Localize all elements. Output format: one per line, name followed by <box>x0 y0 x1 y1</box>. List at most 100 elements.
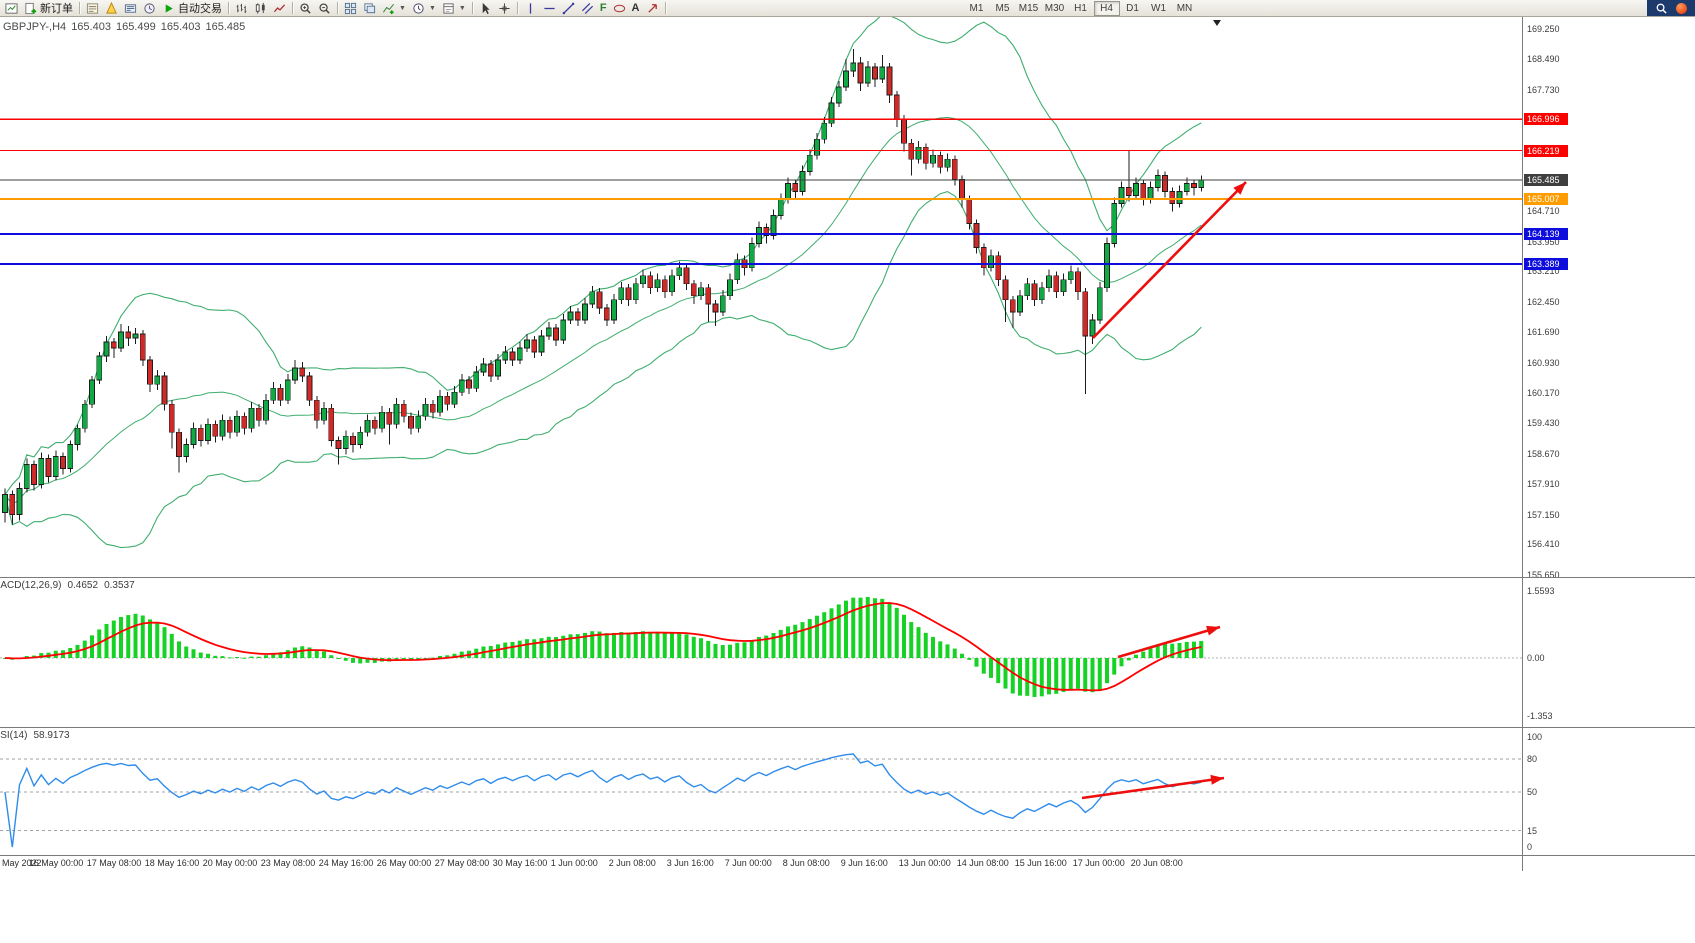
open-value: 165.403 <box>71 21 111 33</box>
zoom-in-icon <box>300 2 311 14</box>
crosshair-tool-button[interactable] <box>495 1 514 16</box>
clock-icon <box>413 2 424 14</box>
price-tick: 164.710 <box>1527 206 1560 217</box>
price-scale[interactable]: 169.250 168.490 167.730 164.710 163.950 163.2… <box>1522 17 1695 871</box>
toolbar-separator <box>228 2 229 14</box>
trendline-tool-button[interactable] <box>559 1 578 16</box>
chart-window-icon <box>5 2 18 14</box>
notification-badge[interactable] <box>1676 2 1687 14</box>
timeframe-m5[interactable]: M5 <box>995 2 1010 14</box>
rsi-tick: 15 <box>1527 825 1538 836</box>
price-tick: 167.730 <box>1527 84 1560 95</box>
macd-tick: -1.353 <box>1527 711 1553 722</box>
timeframe-h4[interactable]: H4 <box>1093 0 1120 16</box>
time-axis-label: 13 Jun 00:00 <box>898 858 951 868</box>
symbol-period-label: GBPJPY-,H4 <box>3 21 67 33</box>
price-tick: 162.450 <box>1527 296 1560 307</box>
toolbar-separator <box>471 2 473 14</box>
price-tick: 169.250 <box>1527 23 1560 34</box>
cursor-tool-button[interactable] <box>476 1 495 16</box>
toolbar-right-panel <box>1647 0 1695 16</box>
strategy-tester-icon <box>144 2 155 14</box>
time-axis-label: 3 Jun 16:00 <box>666 858 714 868</box>
line-chart-mode-button[interactable] <box>270 1 289 16</box>
shapes-tool-button[interactable] <box>610 1 629 16</box>
timeframe-h1[interactable]: H1 <box>1074 2 1087 14</box>
new-order-button[interactable]: 新订单 <box>21 1 76 16</box>
templates-button[interactable]: ▼ <box>439 1 469 16</box>
ellipse-icon <box>613 4 625 12</box>
toolbar-separator <box>516 2 518 14</box>
arrow-icon <box>647 3 657 13</box>
price-tick: 160.170 <box>1527 388 1560 399</box>
rsi-panel-canvas[interactable] <box>0 728 1522 855</box>
autotrade-button[interactable]: 自动交易 <box>159 1 225 16</box>
terminal-button[interactable] <box>121 1 140 16</box>
periods-menu-button[interactable]: ▼ <box>409 1 439 16</box>
price-marker-label: 166.219 <box>1524 144 1568 157</box>
macd-panel-canvas[interactable] <box>0 578 1522 728</box>
main-chart-canvas[interactable] <box>0 17 1522 578</box>
chevron-down-icon: ▼ <box>428 4 436 12</box>
cascade-windows-button[interactable] <box>360 1 379 16</box>
panel-separator[interactable] <box>0 855 1695 856</box>
zoom-out-button[interactable] <box>315 1 334 16</box>
timeframe-m30[interactable]: M30 <box>1044 2 1065 14</box>
tile-windows-button[interactable] <box>341 1 360 16</box>
template-icon <box>443 2 454 14</box>
bar-chart-mode-button[interactable] <box>232 1 251 16</box>
indicators-button[interactable]: ▼ <box>379 1 409 16</box>
timeframe-toolbar: M1 M5 M15 M30 H1 H4 D1 W1 MN <box>964 0 1198 16</box>
timeframe-mn[interactable]: MN <box>1176 2 1193 14</box>
macd-name: MACD(12,26,9) <box>0 580 62 591</box>
market-watch-button[interactable] <box>83 1 102 16</box>
arrow-tool-button[interactable] <box>643 1 662 16</box>
toolbar-separator <box>664 2 666 14</box>
navigator-button[interactable] <box>102 1 121 16</box>
timeframe-m15[interactable]: M15 <box>1018 2 1039 14</box>
high-value: 165.499 <box>115 21 156 33</box>
timeframe-d1[interactable]: D1 <box>1126 2 1139 14</box>
price-tick: 160.930 <box>1527 357 1560 368</box>
fibonacci-tool-button[interactable]: F <box>597 1 610 16</box>
text-tool-button[interactable]: A <box>629 1 643 16</box>
toolbar-separator <box>337 2 338 14</box>
price-tick: 168.490 <box>1527 54 1560 65</box>
candle-chart-mode-button[interactable] <box>251 1 270 16</box>
price-tick: 163.950 <box>1527 236 1560 247</box>
time-axis-label: 30 May 16:00 <box>492 858 548 868</box>
zoom-in-button[interactable] <box>296 1 315 16</box>
time-axis-label: 17 May 08:00 <box>86 858 142 868</box>
chart-title-ohlc: GBPJPY-,H4 165.403 165.499 165.403 165.4… <box>3 21 245 33</box>
panel-separator[interactable] <box>0 727 1695 728</box>
ch art-window-button[interactable] <box>2 1 21 16</box>
timeframe-w1[interactable]: W1 <box>1151 2 1166 14</box>
strategy-tester-button[interactable] <box>140 1 159 16</box>
new-order-icon <box>25 2 37 14</box>
time-axis-label: 8 Jun 08:00 <box>782 858 830 868</box>
toolbar-separator <box>79 2 80 14</box>
terminal-icon <box>124 3 137 13</box>
rsi-tick: 80 <box>1527 754 1538 764</box>
indicators-icon <box>383 3 394 14</box>
time-axis[interactable]: May 2022 16 May 00:00 17 May 08:00 18 May 1… <box>0 856 1522 871</box>
vline-tool-button[interactable] <box>521 1 540 16</box>
price-tick: 157.910 <box>1527 479 1560 490</box>
price-tick: 157.150 <box>1527 509 1560 520</box>
toolbar-separator <box>292 2 293 14</box>
macd-main-value: 0.4652 <box>67 580 99 591</box>
search-icon[interactable] <box>1655 2 1668 15</box>
autotrade-play-icon <box>165 3 173 13</box>
timeframe-m1[interactable]: M1 <box>969 2 984 14</box>
price-marker-label: 165.007 <box>1524 193 1568 206</box>
time-axis-label: 17 Jun 00:00 <box>1072 858 1125 868</box>
rsi-tick: 0 <box>1527 842 1533 852</box>
hline-tool-button[interactable] <box>540 1 559 16</box>
rsi-tick: 50 <box>1527 787 1538 797</box>
time-axis-label: 27 May 08:00 <box>434 858 490 868</box>
panel-separator[interactable] <box>0 577 1695 578</box>
channel-tool-button[interactable] <box>578 1 597 16</box>
horizontal-line-icon <box>544 7 555 9</box>
bar-chart-icon <box>236 3 247 13</box>
